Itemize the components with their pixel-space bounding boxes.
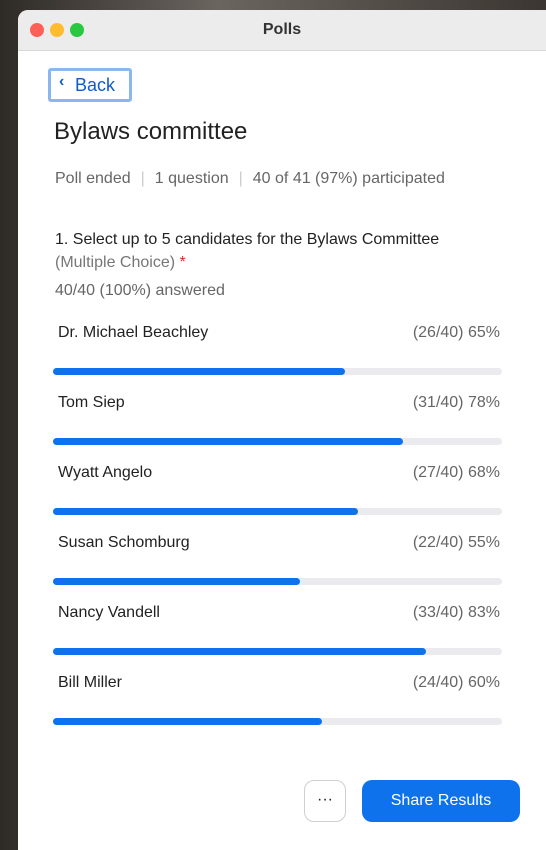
poll-meta: Poll ended | 1 question | 40 of 41 (97%) par… [55, 170, 445, 188]
progress-bar [53, 578, 300, 585]
option-name: Wyatt Angelo [58, 464, 152, 482]
progress-track [53, 438, 502, 445]
progress-bar [53, 718, 322, 725]
meta-item: 1 question [155, 170, 229, 187]
option-result: (24/40) 60% [413, 674, 500, 692]
option-name: Dr. Michael Beachley [58, 324, 208, 342]
page: Polls ‹ Back Bylaws committee Poll ended… [0, 0, 546, 850]
poll-window: Polls ‹ Back Bylaws committee Poll ended… [18, 10, 546, 850]
meta-item: 40 of 41 (97%) participated [253, 170, 445, 187]
meta-item: Poll ended [55, 170, 131, 187]
option-count: (33/40) [413, 604, 464, 621]
separator: | [239, 170, 243, 187]
progress-bar [53, 648, 426, 655]
progress-bar [53, 438, 403, 445]
required-marker: * [180, 254, 186, 271]
progress-track [53, 508, 502, 515]
window-title: Polls [18, 21, 546, 39]
option-count: (27/40) [413, 464, 464, 481]
option-name: Nancy Vandell [58, 604, 160, 622]
option-count: (22/40) [413, 534, 464, 551]
option-percent: 78% [468, 394, 500, 411]
more-button[interactable]: ··· [304, 780, 346, 822]
option-count: (31/40) [413, 394, 464, 411]
option-count: (26/40) [413, 324, 464, 341]
answered: 40/40 (100%) answered [55, 282, 225, 300]
progress-bar [53, 368, 345, 375]
back-label: Back [75, 75, 115, 96]
option-percent: 83% [468, 604, 500, 621]
back-button[interactable]: ‹ Back [48, 68, 132, 102]
option-percent: 60% [468, 674, 500, 691]
back-icon: ‹ [59, 73, 64, 91]
progress-bar [53, 508, 358, 515]
option-name: Susan Schomburg [58, 534, 190, 552]
poll-title: Bylaws committee [54, 118, 247, 146]
option-count: (24/40) [413, 674, 464, 691]
question-type-row: (Multiple Choice) * [55, 254, 186, 272]
option-result: (22/40) 55% [413, 534, 500, 552]
option-result: (27/40) 68% [413, 464, 500, 482]
option-result: (31/40) 78% [413, 394, 500, 412]
option-name: Tom Siep [58, 394, 125, 412]
question-type: (Multiple Choice) [55, 254, 175, 271]
separator: | [141, 170, 145, 187]
option-percent: 65% [468, 324, 500, 341]
option-result: (33/40) 83% [413, 604, 500, 622]
option-name: Bill Miller [58, 674, 122, 692]
option-percent: 55% [468, 534, 500, 551]
progress-track [53, 718, 502, 725]
progress-track [53, 648, 502, 655]
progress-track [53, 368, 502, 375]
option-percent: 68% [468, 464, 500, 481]
question-text: 1. Select up to 5 candidates for the Byl… [55, 231, 439, 249]
progress-track [53, 578, 502, 585]
title-bar: Polls [18, 10, 546, 51]
option-result: (26/40) 65% [413, 324, 500, 342]
share-results-button[interactable]: Share Results [362, 780, 520, 822]
